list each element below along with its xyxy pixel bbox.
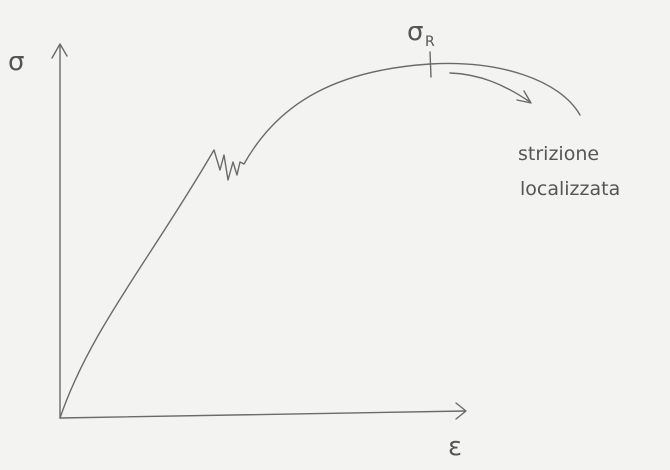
ultimate-subscript: R xyxy=(425,34,435,50)
y-axis-label: σ xyxy=(8,47,24,77)
x-axis-label: ε xyxy=(448,432,462,462)
annotation-line: strizione xyxy=(518,143,599,165)
ultimate-symbol: σ xyxy=(407,17,423,47)
stress-strain-diagram: σ ε σ R strizione localizzata xyxy=(0,0,670,470)
annotation-line: localizzata xyxy=(520,178,620,200)
paper xyxy=(0,0,670,470)
ultimate-tick xyxy=(430,52,431,77)
